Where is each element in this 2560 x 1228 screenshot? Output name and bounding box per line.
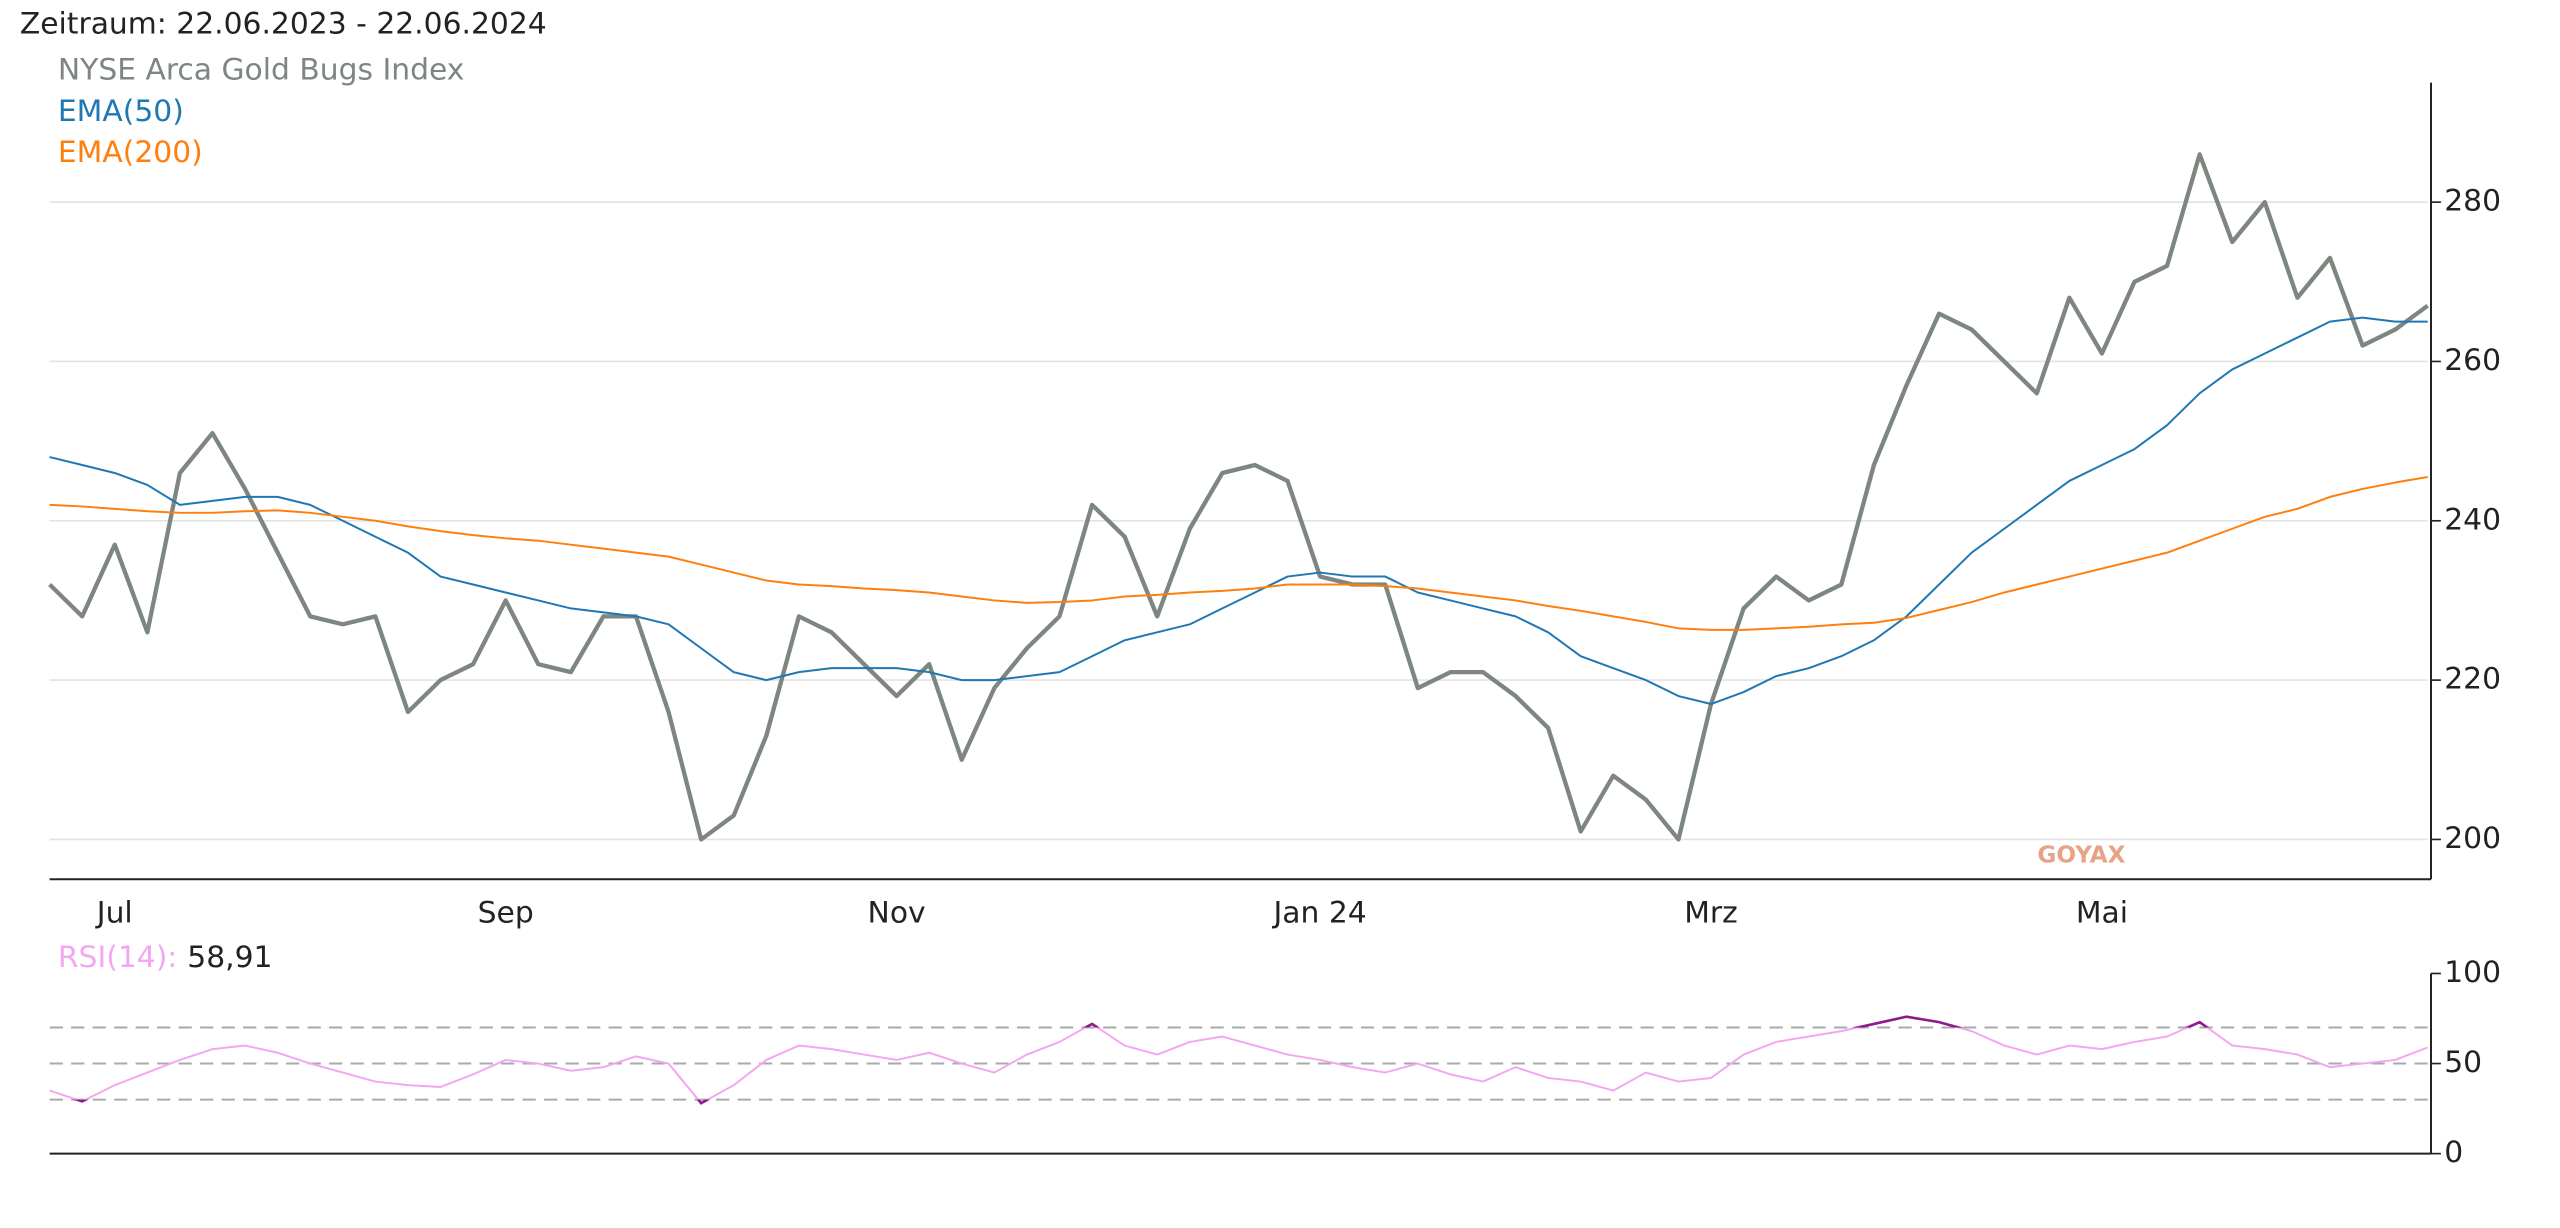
current-value-label: 58,91 bbox=[187, 940, 272, 975]
x-tick-label: Sep bbox=[478, 895, 534, 930]
x-tick-label: Mai bbox=[2076, 895, 2128, 930]
chart-title: Zeitraum: 22.06.2023 - 22.06.2024 bbox=[20, 6, 547, 41]
y-tick-label: 280 bbox=[2444, 184, 2501, 219]
y-tick-label: 0 bbox=[2444, 1135, 2463, 1170]
legend-entry: RSI(14): bbox=[58, 940, 177, 975]
legend-entry: EMA(50) bbox=[58, 94, 184, 129]
series-line bbox=[49, 1015, 2429, 1105]
y-tick-label: 200 bbox=[2444, 821, 2501, 856]
legend-entry: EMA(200) bbox=[58, 135, 203, 170]
oversold-line bbox=[72, 1099, 711, 1105]
series-line bbox=[49, 475, 2428, 631]
series-line bbox=[48, 152, 2429, 842]
x-tick-label: Jan 24 bbox=[1271, 895, 1366, 930]
x-tick-label: Mrz bbox=[1684, 895, 1738, 930]
overbought-line bbox=[1082, 1015, 2210, 1028]
y-tick-label: 220 bbox=[2444, 662, 2501, 697]
y-tick-label: 100 bbox=[2444, 955, 2501, 990]
y-tick-label: 260 bbox=[2444, 343, 2501, 378]
legend-entry: NYSE Arca Gold Bugs Index bbox=[58, 53, 465, 88]
series-line bbox=[49, 316, 2428, 706]
x-tick-label: Nov bbox=[868, 895, 926, 930]
x-tick-label: Jul bbox=[95, 895, 133, 930]
y-tick-label: 50 bbox=[2444, 1045, 2482, 1080]
watermark: GOYAX bbox=[2037, 843, 2125, 869]
y-tick-label: 240 bbox=[2444, 502, 2501, 537]
